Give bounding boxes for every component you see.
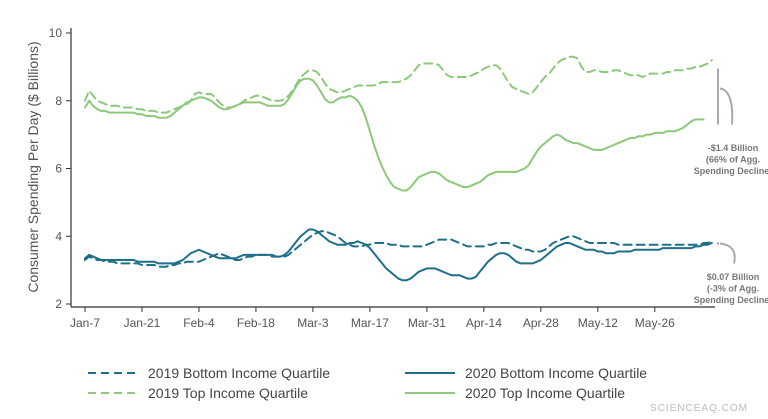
y-ticks: 2 4 6 8 10: [49, 26, 71, 311]
x-tick-label: May-26: [635, 316, 675, 330]
y-tick-label: 2: [55, 297, 62, 311]
series-line-4: [84, 77, 705, 192]
annotation-curve: [719, 87, 734, 125]
legend-label: 2019 Top Income Quartile: [148, 385, 308, 401]
annotation-curve: [719, 242, 736, 264]
annotations: -$1.4 Billion(66% of Agg.Spending Declin…: [694, 68, 768, 305]
y-tick-label: 6: [55, 162, 62, 176]
y-tick-label: 8: [55, 94, 62, 108]
annotation-text: (66% of Agg.: [706, 155, 760, 165]
y-tick-label: 4: [55, 229, 62, 243]
series-line-2: [84, 228, 713, 282]
series-lines: [84, 55, 713, 282]
x-tick-label: Jan-21: [124, 316, 161, 330]
watermark: SCIENCEAQ.COM: [650, 403, 748, 414]
x-tick-label: Apr-14: [466, 316, 502, 330]
x-tick-label: Mar-3: [297, 316, 329, 330]
annotation-text: Spending Decline): [694, 166, 768, 176]
x-tick-label: Apr-28: [523, 316, 559, 330]
series-line-1: [84, 230, 713, 268]
y-tick-label: 10: [49, 26, 63, 40]
axes: [70, 28, 715, 308]
x-tick-label: Jan-7: [70, 316, 100, 330]
legend-label: 2020 Top Income Quartile: [465, 385, 625, 401]
y-axis-title: Consumer Spending Per Day ($ Billions): [25, 41, 41, 292]
legend-label: 2020 Bottom Income Quartile: [465, 365, 647, 381]
x-ticks: Jan-7 Jan-21 Feb-4 Feb-18 Mar-3 Mar-17 Mar-31 A…: [70, 307, 675, 330]
x-tick-label: Mar-17: [351, 316, 389, 330]
x-tick-label: Feb-18: [237, 316, 275, 330]
x-tick-label: Mar-31: [408, 316, 446, 330]
legend: 2019 Bottom Income Quartile 2020 Bottom I…: [88, 365, 647, 401]
x-tick-label: Feb-4: [183, 316, 215, 330]
annotation-text: (-3% of Agg.: [707, 284, 759, 294]
series-line-3: [84, 55, 713, 114]
x-tick-label: May-12: [578, 316, 618, 330]
annotation-text: $0.07 Billion: [707, 272, 760, 282]
legend-label: 2019 Bottom Income Quartile: [148, 365, 330, 381]
annotation-text: -$1.4 Billion: [708, 143, 759, 153]
annotation-text: Spending Decline): [694, 295, 768, 305]
